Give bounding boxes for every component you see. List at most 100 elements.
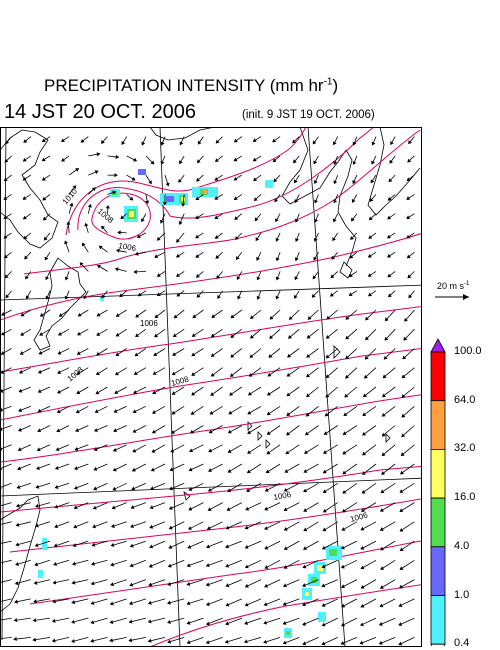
wind-vector-head [333, 160, 338, 165]
wind-vector-head [322, 469, 327, 474]
wind-vector-head [312, 275, 317, 280]
wind-vector-head [399, 470, 404, 475]
wind-vector-head [20, 332, 25, 336]
wind-vector-head [148, 582, 153, 587]
wind-vector-head [151, 429, 156, 434]
wind-vector-head [131, 486, 136, 491]
taiwan-coast [0, 495, 41, 613]
wind-vector [323, 502, 338, 513]
wind-vector-head [181, 203, 186, 207]
wind-vector [245, 598, 262, 606]
wind-vector-head [81, 242, 86, 247]
wind-vector-head [43, 236, 48, 241]
isobar [0, 232, 422, 321]
wind-vector-head [387, 273, 392, 278]
wind-vector-head [345, 355, 350, 360]
wind-vector-head [244, 583, 249, 588]
wind-vector [400, 540, 415, 551]
wind-vector [401, 444, 415, 456]
wind-vector-head [285, 450, 290, 455]
wind-vector-head [390, 141, 394, 146]
wind-vector-head [348, 273, 353, 278]
wind-vector-head [45, 276, 50, 281]
wind-vector-head [359, 640, 364, 645]
wind-vector-head [176, 273, 181, 277]
wind-vector-head [208, 448, 213, 453]
wind-vector [361, 559, 377, 569]
wind-vector-head [39, 332, 44, 336]
wind-vector-head [73, 485, 78, 490]
wind-vector [382, 425, 396, 437]
wind-vector-head [17, 447, 22, 452]
wind-vector-head [360, 508, 365, 512]
wind-vector-head [162, 202, 168, 206]
wind-vector [206, 637, 223, 644]
init-time: (init. 9 JST 19 OCT. 2006) [242, 109, 375, 121]
wind-vector-head [131, 176, 136, 181]
wind-vector-head [235, 236, 239, 240]
wind-vector [149, 521, 166, 529]
colorbar [430, 338, 446, 646]
wind-vector-head [73, 505, 78, 510]
wind-vector-head [294, 199, 299, 204]
wind-vector-head [403, 336, 408, 341]
wind-vector-head [210, 353, 215, 357]
wind-vector-head [301, 602, 306, 607]
wind-vector [360, 637, 377, 644]
wind-vector [33, 617, 51, 621]
wind-vector [150, 502, 166, 509]
wind-vector-head [247, 391, 252, 396]
wind-vector-head [150, 160, 155, 165]
wind-vector [53, 579, 70, 584]
wind-vector-head [382, 393, 386, 398]
wind-vector-head [188, 487, 193, 491]
wind-vector-head [293, 179, 298, 184]
wind-vector-head [113, 409, 118, 413]
wind-vector [111, 540, 127, 547]
wind-vector-head [58, 331, 62, 336]
wind-vector-head [244, 564, 249, 569]
wind-vector [380, 540, 396, 551]
colorbar-segment [430, 449, 446, 499]
wind-vector-head [216, 275, 221, 279]
wind-vector-head [41, 176, 46, 181]
wind-vector-head [387, 253, 392, 258]
wind-vector [0, 521, 12, 525]
wind-vector-head [306, 393, 310, 398]
wind-vector-head [114, 173, 118, 178]
wind-vector-head [133, 269, 137, 274]
wind-vector [0, 617, 12, 621]
wind-vector-head [225, 602, 230, 607]
wind-vector-head [36, 466, 41, 470]
wind-vector-head [381, 452, 386, 457]
wind-vector-head [264, 487, 269, 492]
isobar-layer [0, 127, 422, 647]
wind-vector-head [246, 488, 251, 492]
wind-vector-head [58, 313, 63, 317]
wind-vector-head [95, 371, 100, 375]
wind-vector-head [1, 331, 6, 336]
wind-vector [363, 386, 377, 398]
wind-vector-head [321, 564, 326, 569]
wind-vector-head [302, 583, 306, 588]
wind-vector [360, 598, 377, 608]
wind-vector [263, 617, 281, 624]
wind-vector-head [54, 465, 59, 470]
wind-vector-head [84, 222, 89, 227]
wind-vector-head [329, 292, 334, 297]
wind-vector [169, 521, 185, 530]
wind-vector [361, 482, 377, 494]
wind-vector-head [109, 638, 114, 643]
wind-vector [247, 444, 262, 454]
wind-vector-head [263, 602, 268, 607]
wind-vector-head [18, 408, 23, 413]
wind-vector [225, 540, 242, 548]
wind-vector [362, 425, 377, 436]
wind-vector-head [130, 505, 135, 510]
wind-vector [284, 482, 300, 492]
wind-vector-head [379, 527, 384, 531]
wind-vector [245, 559, 262, 568]
wind-vector-head [233, 138, 238, 143]
wind-vector [304, 444, 319, 454]
wind-vector-head [134, 251, 139, 256]
